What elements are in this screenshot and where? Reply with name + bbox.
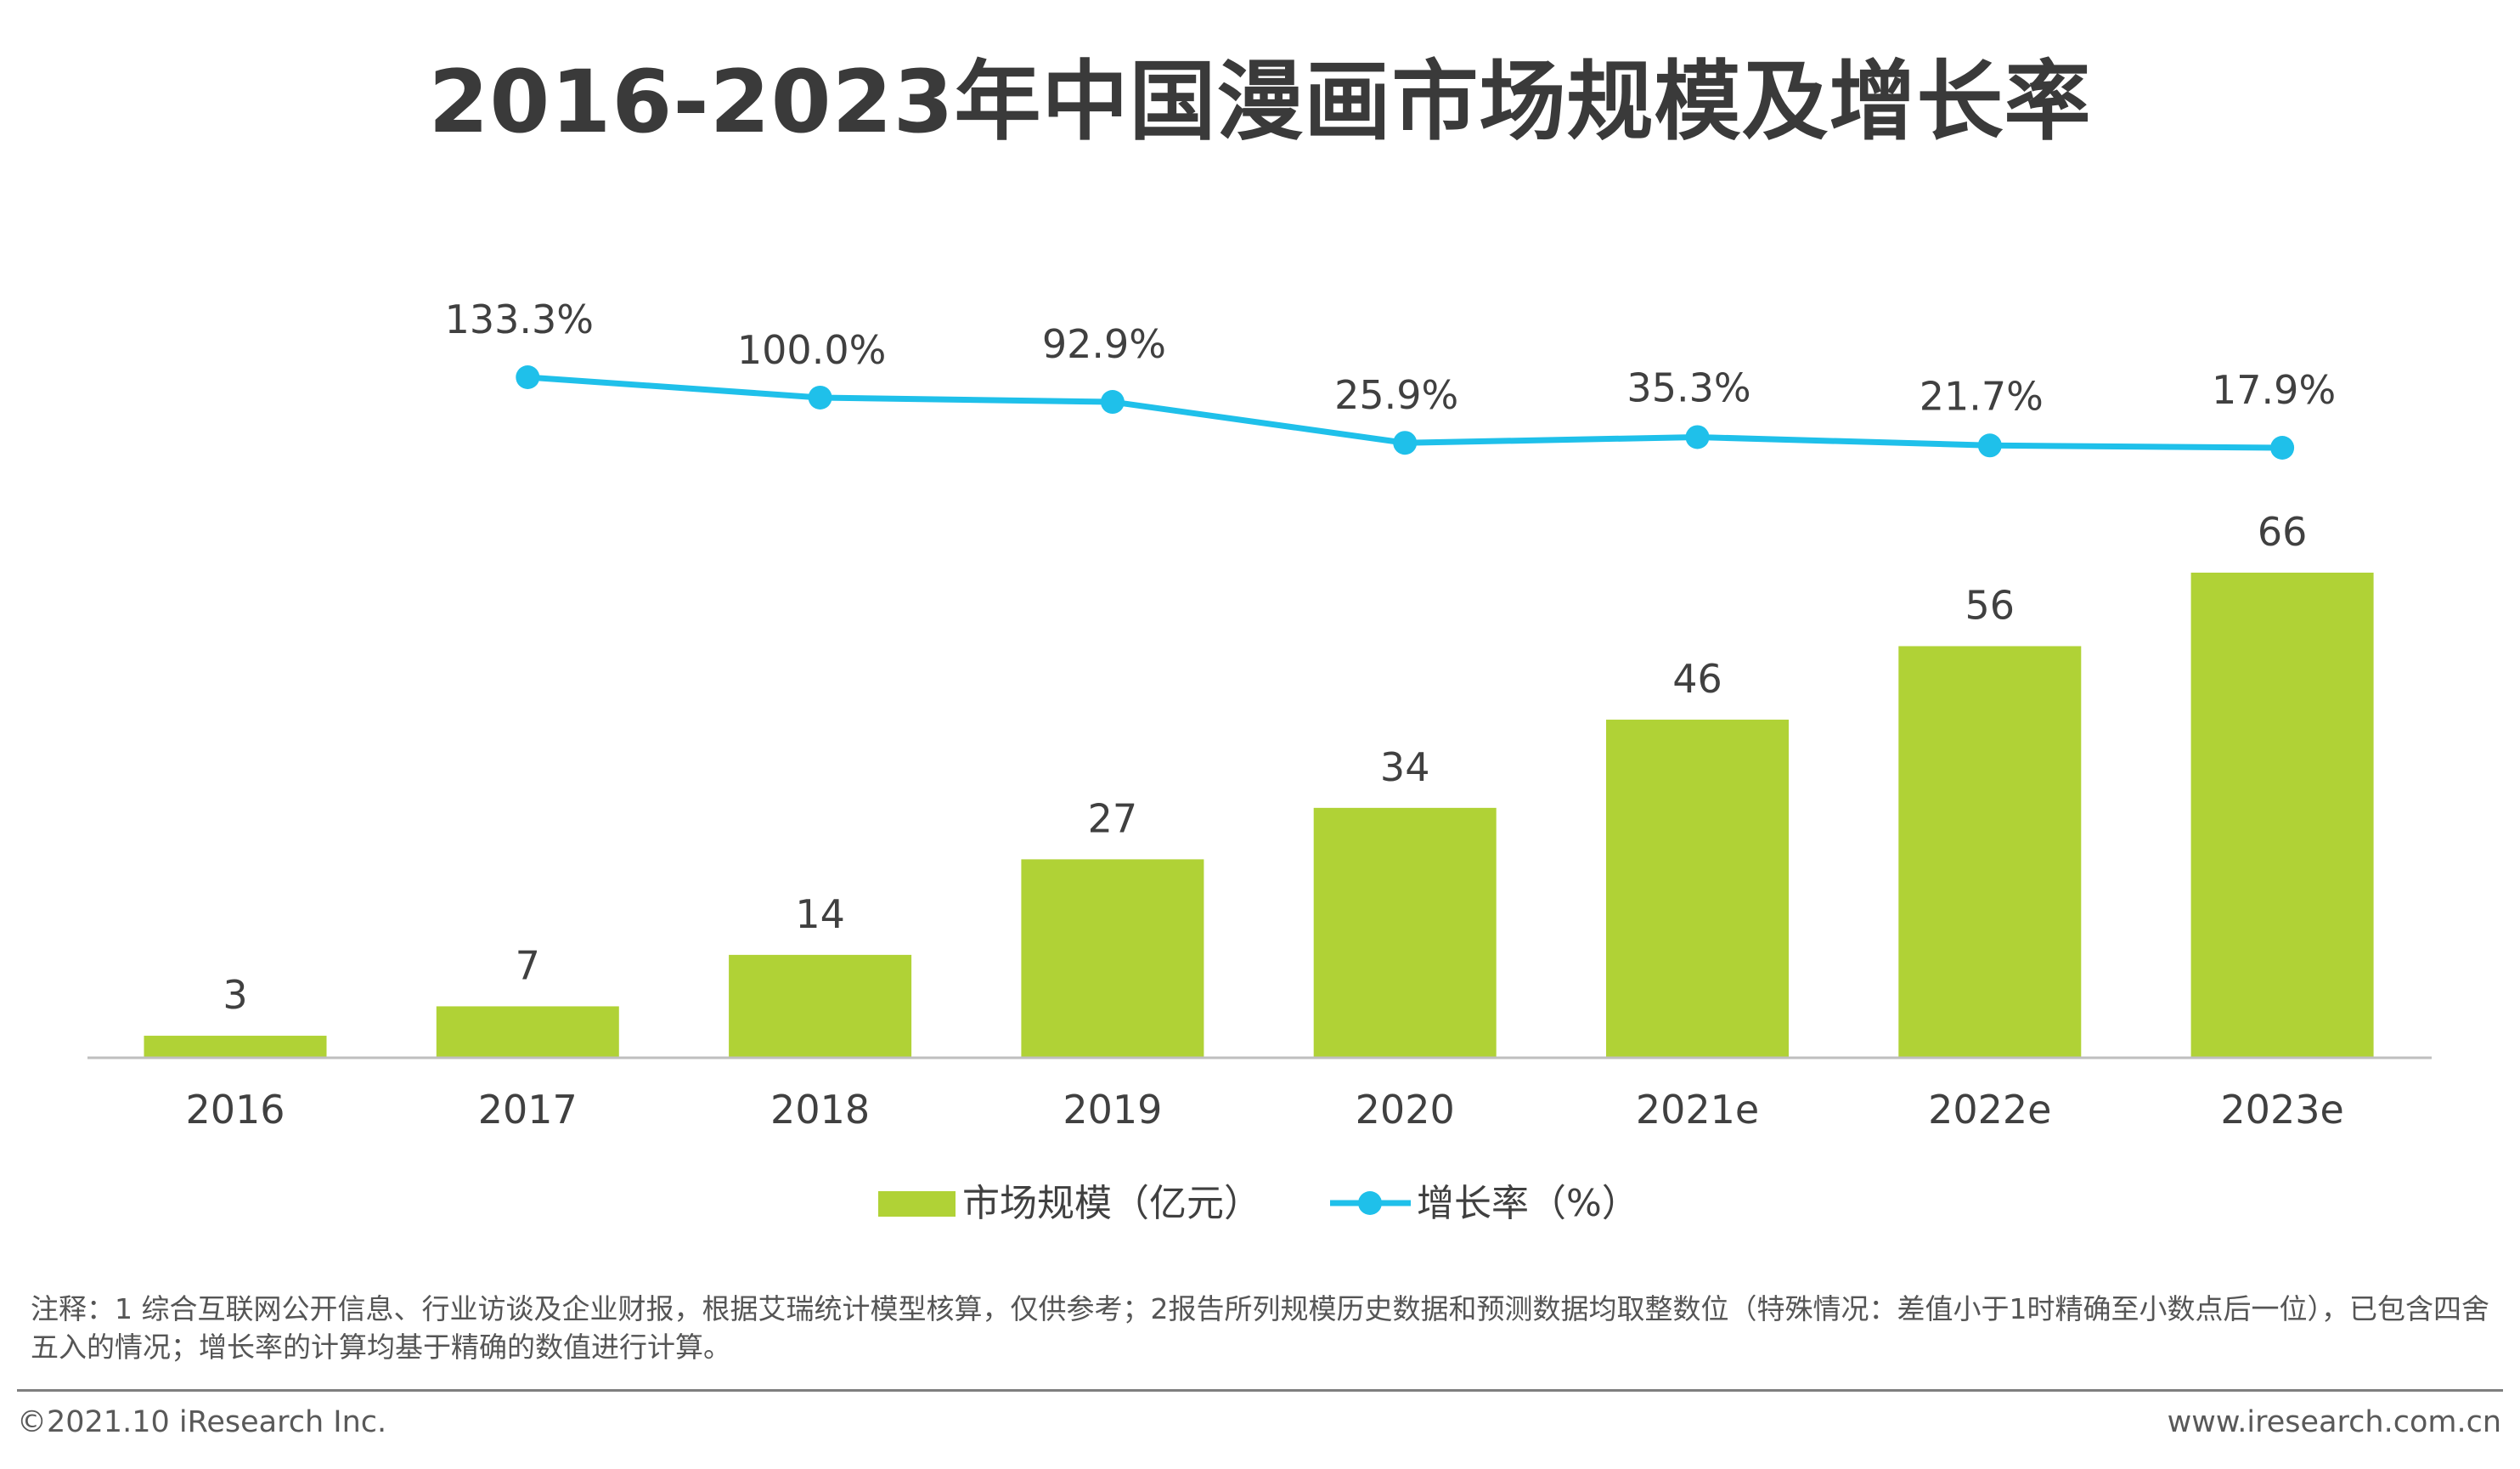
growth-rate-point [1100,390,1125,415]
x-tick-labels: 2016 2017 2018 2019 2020 2021e 2022e 2023e [185,1087,2343,1133]
growth-rate-point [1685,425,1710,449]
growth-rate-label: 100.0% [737,327,886,373]
x-tick-label: 2020 [1356,1087,1455,1133]
footnote: 注释：1 综合互联网公开信息、行业访谈及企业财报，根据艾瑞统计模型核算，仅供参考… [31,1292,2489,1364]
legend: 市场规模（亿元） 增长率（%） [878,1182,1639,1225]
bar-value-label: 7 [516,942,540,988]
growth-rate-label: 35.3% [1626,364,1750,410]
bar-value-label: 27 [1088,795,1138,841]
bar [1898,646,2082,1058]
growth-rate-point [2270,436,2295,460]
x-tick-label: 2017 [478,1087,578,1133]
x-tick-label: 2019 [1063,1087,1162,1133]
bar [1021,859,1204,1058]
bar-value-label: 56 [1965,583,2015,629]
bar [2190,573,2374,1058]
x-tick-label: 2023e [2220,1087,2343,1133]
footer-divider [17,1389,2503,1392]
growth-line-layer: 133.3% 100.0% 92.9% 25.9% 35.3% 21.7% 17.9% [445,297,2336,460]
combo-chart: 3 7 14 27 34 46 56 66 2016 2017 2018 2019 2020 2021e… [87,297,2432,1225]
x-tick-label: 2016 [185,1087,285,1133]
bar [1606,720,1789,1058]
growth-rate-label: 25.9% [1334,372,1458,418]
growth-rate-point [516,365,540,389]
growth-rate-label: 21.7% [1920,373,2044,419]
growth-rate-label: 133.3% [445,297,594,342]
x-tick-label: 2022e [1928,1087,2051,1133]
legend-line-label: 增长率（%） [1417,1182,1639,1225]
bar-value-label: 66 [2258,509,2308,555]
bar-value-label: 3 [223,972,247,1018]
legend-bar-swatch [878,1191,956,1217]
bar [729,954,912,1058]
bars-layer: 3 7 14 27 34 46 56 66 [144,509,2374,1058]
bar-value-label: 34 [1380,744,1430,790]
growth-rate-label: 92.9% [1042,321,1166,367]
legend-bar-label: 市场规模（亿元） [962,1182,1261,1225]
growth-rate-label: 17.9% [2212,367,2336,413]
bar [1313,807,1497,1058]
growth-rate-point [1977,433,2002,458]
legend-line-marker [1358,1191,1382,1215]
bar-value-label: 46 [1672,656,1722,702]
x-tick-label: 2018 [770,1087,870,1133]
x-tick-label: 2021e [1636,1087,1759,1133]
chart-title: 2016-2023年中国漫画市场规模及增长率 [428,52,2092,153]
growth-rate-point [1393,431,1418,455]
bar [144,1036,327,1058]
bar-value-label: 14 [795,891,845,937]
growth-rate-point [808,385,832,410]
copyright: ©2021.10 iResearch Inc. [17,1405,387,1439]
website-link[interactable]: www.iresearch.com.cn [2167,1405,2501,1439]
bar [436,1006,619,1058]
